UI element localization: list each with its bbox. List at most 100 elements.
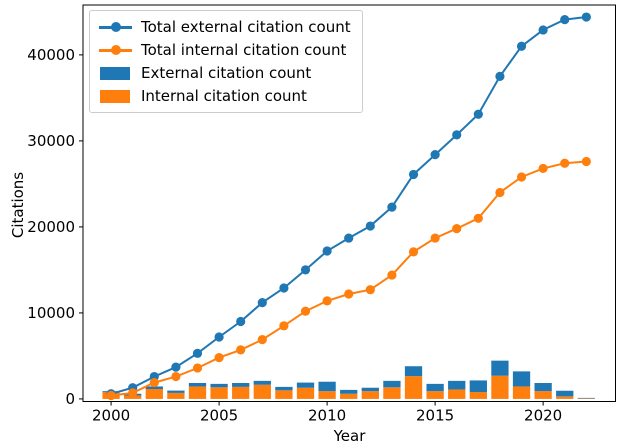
bar-internal — [469, 392, 487, 399]
data-point-marker — [171, 371, 181, 382]
bar-internal — [340, 393, 358, 399]
bar-external — [491, 360, 509, 376]
data-point-marker — [452, 130, 462, 140]
data-point-marker — [473, 213, 483, 223]
data-point-marker — [106, 390, 116, 401]
data-point-marker — [408, 247, 419, 257]
bar-internal — [361, 391, 379, 399]
data-point-marker — [560, 158, 570, 168]
data-point-marker — [300, 265, 311, 275]
bar-external — [448, 380, 466, 390]
data-point-marker — [149, 377, 159, 388]
bar-internal — [534, 391, 552, 399]
bar-internal — [577, 398, 595, 399]
legend-label: Total internal citation count — [141, 41, 347, 59]
bar-internal — [232, 386, 250, 399]
legend-marker-dot — [110, 22, 121, 32]
bar-external — [275, 386, 293, 391]
data-point-marker — [344, 233, 354, 243]
x-tick-label: 2010 — [308, 407, 346, 425]
bar-external — [577, 397, 595, 399]
data-point-marker — [236, 345, 246, 355]
bar-external — [534, 383, 552, 392]
bar-internal — [188, 386, 207, 399]
data-point-marker — [300, 306, 311, 316]
y-tick-label: 30000 — [27, 132, 75, 150]
legend-label: External citation count — [141, 64, 312, 82]
bar-swatch — [99, 88, 132, 104]
data-point-marker — [128, 388, 138, 398]
legend-bar-sample — [100, 66, 130, 80]
legend-item-internal-bar: Internal citation count — [99, 87, 351, 105]
bar-external — [512, 371, 531, 387]
data-point-marker — [581, 12, 591, 22]
data-point-marker — [365, 285, 375, 295]
bar-external — [556, 390, 574, 397]
data-point-marker — [365, 221, 375, 231]
legend-item-total-internal: Total internal citation count — [99, 41, 351, 59]
bar-internal — [491, 375, 509, 399]
x-tick-label: 2000 — [92, 407, 130, 425]
legend-item-total-external: Total external citation count — [99, 18, 351, 36]
bar-external — [426, 383, 444, 392]
data-point-marker — [387, 270, 397, 280]
bar-external — [469, 380, 487, 393]
bar-internal — [426, 391, 444, 399]
bar-external — [318, 381, 336, 392]
y-tick-label: 20000 — [27, 218, 75, 236]
data-point-marker — [495, 187, 505, 198]
bar-internal — [383, 387, 401, 399]
bar-internal — [318, 391, 336, 399]
bar-external — [383, 380, 401, 388]
x-tick-label: 2005 — [200, 407, 238, 425]
data-point-marker — [560, 15, 570, 25]
bar-external — [361, 387, 379, 392]
data-point-marker — [214, 332, 224, 342]
data-point-marker — [430, 233, 440, 243]
bar-external — [145, 386, 163, 390]
bar-internal — [253, 384, 271, 399]
legend-item-external-bar: External citation count — [99, 64, 351, 82]
bar-external — [253, 380, 271, 385]
data-point-marker — [257, 297, 267, 308]
data-point-marker — [430, 150, 440, 160]
data-point-marker — [538, 25, 548, 35]
bar-internal — [448, 389, 466, 399]
bar-internal — [404, 376, 423, 399]
data-point-marker — [387, 202, 397, 212]
line-marker-swatch — [99, 42, 132, 58]
x-axis-label: Year — [333, 427, 366, 445]
data-point-marker — [279, 321, 289, 331]
data-point-marker — [516, 41, 527, 51]
y-axis-label: Citations — [9, 171, 27, 239]
x-tick-label: 2015 — [416, 407, 454, 425]
data-point-marker — [495, 71, 505, 81]
series-line — [110, 160, 587, 397]
data-point-marker — [171, 362, 181, 372]
data-point-marker — [192, 363, 203, 373]
bar-internal — [556, 396, 574, 399]
data-point-marker — [214, 353, 224, 363]
data-point-marker — [516, 172, 527, 182]
bar-swatch — [99, 65, 132, 81]
bar-internal — [296, 387, 315, 399]
bar-external — [232, 383, 250, 387]
legend-bar-sample — [100, 89, 130, 103]
bar-external — [188, 383, 207, 387]
x-tick-label: 2020 — [524, 407, 562, 425]
legend-label: Internal citation count — [141, 87, 307, 105]
data-point-marker — [257, 334, 267, 345]
y-tick-label: 0 — [65, 390, 75, 408]
y-tick-label: 10000 — [27, 304, 75, 322]
y-tick-label: 40000 — [27, 46, 75, 64]
bar-external — [340, 389, 358, 394]
line-marker-swatch — [99, 19, 132, 35]
bar-external — [404, 366, 423, 377]
data-point-marker — [473, 109, 483, 119]
bar-external — [210, 383, 228, 388]
data-point-marker — [322, 246, 332, 256]
data-point-marker — [279, 283, 289, 293]
data-point-marker — [408, 169, 419, 180]
